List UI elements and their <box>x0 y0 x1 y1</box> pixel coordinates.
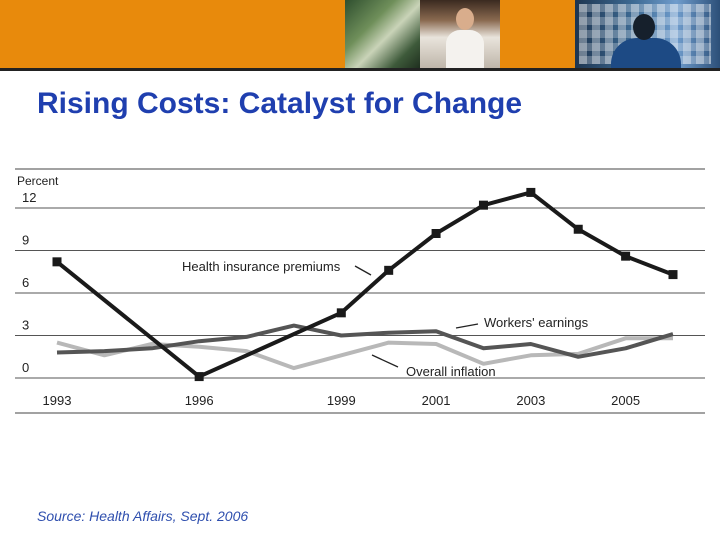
y-tick-label: 0 <box>22 360 29 375</box>
x-tick-label: 2003 <box>516 393 545 408</box>
data-point-health-insurance-premiums <box>194 372 204 382</box>
slide-title: Rising Costs: Catalyst for Change <box>37 87 523 120</box>
x-tick-label: 1999 <box>327 393 356 408</box>
y-tick-label: 9 <box>22 233 29 248</box>
data-point-health-insurance-premiums <box>478 200 488 210</box>
y-tick-label: 3 <box>22 318 29 333</box>
stethoscope-photo <box>345 0 420 68</box>
y-axis-title: Percent <box>17 174 59 188</box>
leader-line-overall-inflation <box>371 354 399 368</box>
data-point-health-insurance-premiums <box>384 265 394 275</box>
series-label-health-insurance-premiums: Health insurance premiums <box>182 259 341 274</box>
line-chart: Percent 0 3 6 9 12 1993 1996 1999 2001 2003 2005 Hea… <box>15 168 705 414</box>
scan-monitor-photo <box>575 0 720 68</box>
doctor-photo <box>420 0 500 68</box>
source-citation: Source: Health Affairs, Sept. 2006 <box>37 508 249 524</box>
x-tick-label: 1996 <box>185 393 214 408</box>
data-point-health-insurance-premiums <box>52 257 62 267</box>
x-tick-label: 2001 <box>422 393 451 408</box>
y-tick-label: 6 <box>22 275 29 290</box>
x-tick-label: 2005 <box>611 393 640 408</box>
series-line-overall-inflation <box>56 336 673 371</box>
data-point-health-insurance-premiums <box>431 229 441 238</box>
doctor-coat <box>446 30 484 68</box>
data-point-health-insurance-premiums <box>336 308 346 318</box>
y-tick-label: 12 <box>22 190 36 205</box>
series-label-overall-inflation: Overall inflation <box>406 364 496 379</box>
leader-line-health-insurance-premiums <box>354 265 372 276</box>
series-line-health-insurance-premiums <box>55 190 674 379</box>
viewer-body <box>611 38 681 68</box>
data-point-health-insurance-premiums <box>668 270 678 280</box>
leader-line-workers-earnings <box>455 323 479 329</box>
data-point-health-insurance-premiums <box>621 251 631 261</box>
x-tick-label: 1993 <box>43 393 72 408</box>
data-point-health-insurance-premiums <box>526 187 536 197</box>
header-divider <box>0 68 720 71</box>
doctor-face <box>456 8 474 30</box>
data-point-health-insurance-premiums <box>573 224 583 234</box>
series-label-workers-earnings: Workers' earnings <box>484 315 589 330</box>
viewer-head <box>633 14 655 40</box>
